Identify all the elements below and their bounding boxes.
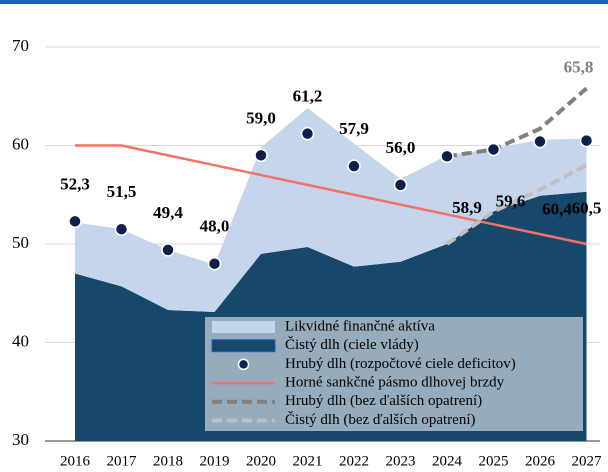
data-label: 56,0 bbox=[386, 138, 416, 157]
top-border bbox=[0, 0, 608, 4]
data-label: 60,5 bbox=[572, 198, 602, 217]
legend-label: Hrubý dlh (bez ďalších opatrení) bbox=[285, 393, 482, 409]
data-label: 59,6 bbox=[496, 191, 526, 210]
data-label: 51,5 bbox=[107, 182, 137, 201]
point bbox=[579, 133, 594, 148]
x-tick-label: 2021 bbox=[293, 453, 323, 469]
point bbox=[486, 142, 501, 157]
line bbox=[446, 86, 588, 159]
point bbox=[440, 149, 454, 164]
data-label: 60,4 bbox=[542, 199, 572, 218]
legend-label: Likvidné finančné aktíva bbox=[285, 318, 435, 334]
y-tick-label: 60 bbox=[12, 134, 29, 153]
line bbox=[75, 144, 587, 246]
y-tick-label: 40 bbox=[12, 331, 29, 350]
legend-label: Horné sankčné pásmo dlhovej brzdy bbox=[285, 375, 505, 391]
legend-label: Hrubý dlh (rozpočtové ciele deficitov) bbox=[285, 356, 516, 372]
point bbox=[114, 222, 129, 236]
y-tick-label: 30 bbox=[12, 430, 29, 449]
x-tick-label: 2027 bbox=[572, 453, 603, 469]
point bbox=[254, 148, 268, 163]
x-tick-label: 2025 bbox=[479, 453, 509, 469]
data-label: 58,9 bbox=[452, 198, 482, 217]
data-label: 65,8 bbox=[564, 57, 594, 76]
data-label: 59,0 bbox=[246, 108, 276, 127]
point bbox=[533, 134, 547, 149]
data-label: 57,9 bbox=[339, 119, 369, 138]
x-tick-label: 2026 bbox=[525, 453, 556, 469]
x-tick-label: 2022 bbox=[339, 453, 369, 469]
legend-swatch bbox=[211, 339, 276, 353]
y-tick-label: 70 bbox=[12, 36, 29, 55]
x-tick-label: 2019 bbox=[200, 453, 230, 469]
legend-swatch bbox=[237, 358, 250, 371]
legend-label: Čistý dlh (bez ďalších opatrení) bbox=[285, 411, 475, 428]
point bbox=[393, 178, 408, 192]
x-tick-label: 2017 bbox=[107, 453, 138, 469]
x-tick-label: 2020 bbox=[246, 453, 276, 469]
point bbox=[347, 159, 361, 173]
x-tick-label: 2024 bbox=[432, 453, 463, 469]
point bbox=[161, 243, 175, 257]
area bbox=[75, 108, 587, 312]
line bbox=[445, 163, 588, 246]
data-label: 48,0 bbox=[200, 217, 230, 236]
point bbox=[68, 214, 82, 229]
x-tick-label: 2023 bbox=[386, 453, 416, 469]
x-tick-label: 2016 bbox=[60, 453, 91, 469]
point bbox=[207, 256, 222, 271]
y-tick-label: 50 bbox=[12, 233, 29, 252]
legend-swatch bbox=[212, 321, 275, 333]
legend-label: Čistý dlh (ciele vlády) bbox=[285, 336, 419, 353]
legend-box bbox=[205, 317, 583, 431]
data-label: 61,2 bbox=[293, 87, 323, 106]
x-tick-label: 2018 bbox=[153, 453, 183, 469]
data-label: 49,4 bbox=[153, 203, 183, 222]
data-label: 52,3 bbox=[60, 174, 90, 193]
point bbox=[300, 126, 315, 141]
